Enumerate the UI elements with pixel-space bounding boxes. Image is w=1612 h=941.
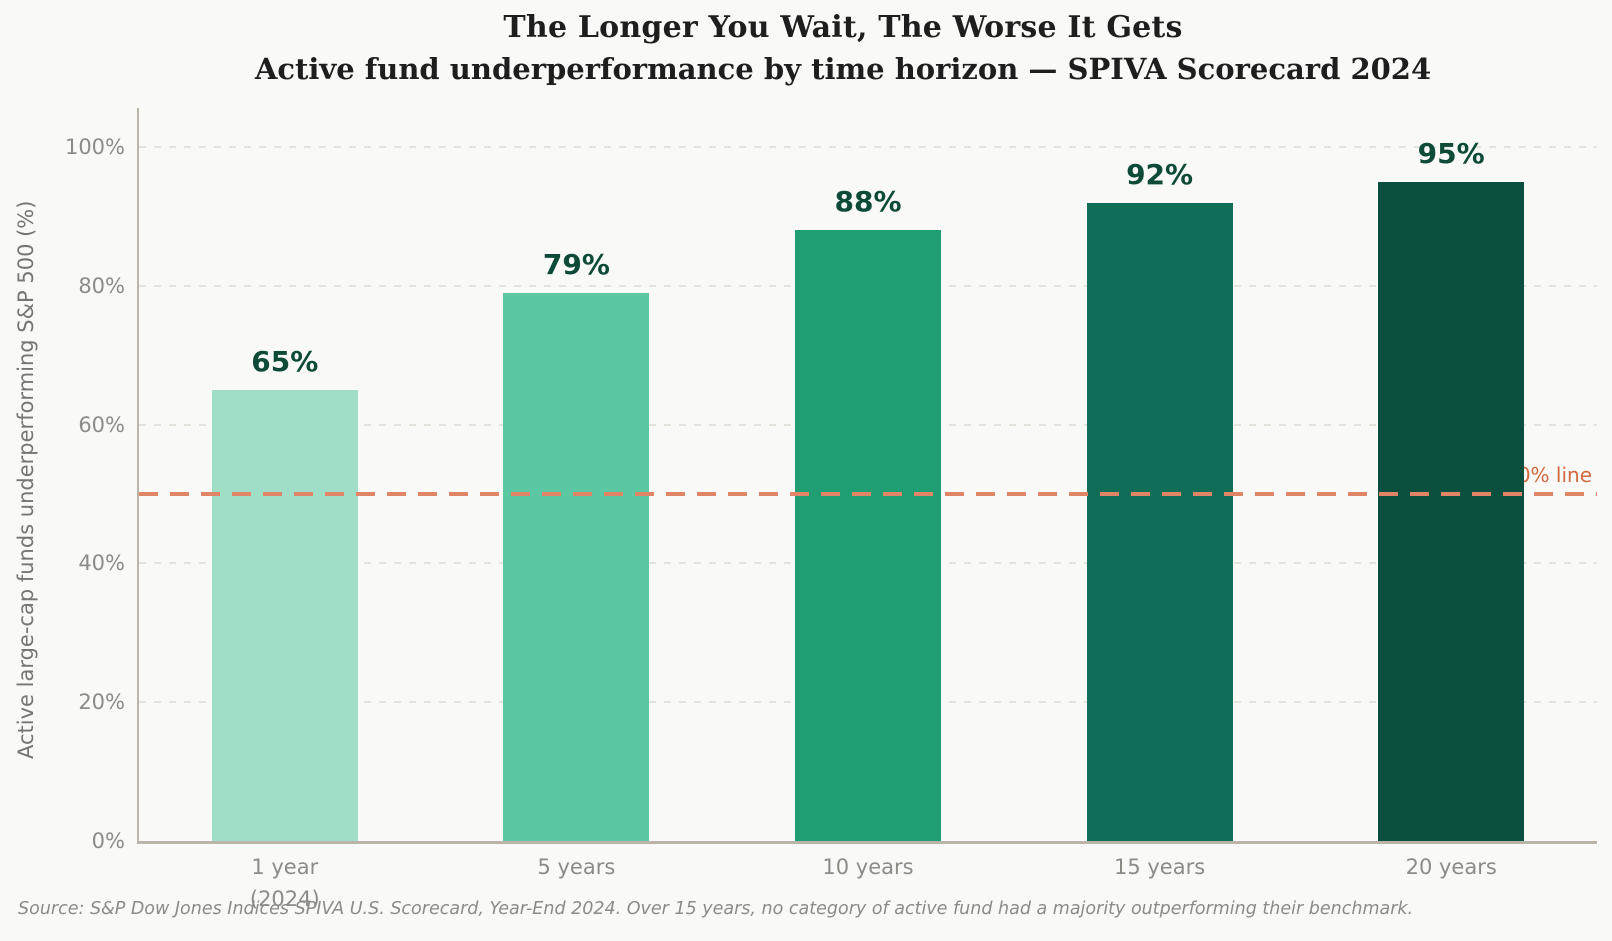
x-tick-label: 15 years <box>1050 852 1270 884</box>
x-tick-label: 1 year (2024) <box>175 852 395 915</box>
x-tick-line: (2024) <box>249 886 320 911</box>
x-tick-label: 5 years <box>466 852 686 884</box>
y-tick-label: 0% <box>91 829 125 853</box>
x-tick-label: 20 years <box>1341 852 1561 884</box>
x-tick-line: 10 years <box>822 855 914 879</box>
y-tick-label: 20% <box>78 690 125 715</box>
bar-value-label: 95% <box>1417 136 1485 170</box>
y-tick-label: 60% <box>78 412 125 437</box>
y-tick-label: 100% <box>64 135 125 159</box>
gridline-100 <box>139 146 1597 148</box>
chart-title: The Longer You Wait, The Worse It Gets <box>503 10 1183 45</box>
x-tick-line: 5 years <box>537 855 616 879</box>
y-axis-label: Active large-cap funds underperforming S… <box>14 200 38 760</box>
x-tick-label: 10 years <box>758 852 978 884</box>
bar-20-years <box>1378 181 1525 841</box>
bar-1-year <box>211 389 358 841</box>
reference-line-50pct <box>139 492 1597 496</box>
chart-subtitle: Active fund underperformance by time hor… <box>254 52 1432 86</box>
bar-5-years <box>503 292 650 841</box>
bar-value-label: 92% <box>1126 157 1194 191</box>
y-tick-label: 80% <box>78 273 125 298</box>
bar-value-label: 79% <box>542 247 610 281</box>
bar-15-years <box>1086 202 1233 841</box>
x-tick-line: 15 years <box>1113 855 1206 879</box>
y-tick-label: 40% <box>78 551 125 576</box>
bar-value-label: 65% <box>251 344 319 378</box>
source-note: Source: S&P Dow Jones Indices SPIVA U.S.… <box>18 899 1414 919</box>
bar-10-years <box>795 230 941 841</box>
x-tick-line: 20 years <box>1405 855 1497 879</box>
bar-value-label: 88% <box>834 185 902 219</box>
x-tick-line: 1 year <box>251 855 319 879</box>
plot-area: 50% line 0% 20% 40% 60% 80% 100% 65% 1 year (202… <box>65 108 1597 911</box>
